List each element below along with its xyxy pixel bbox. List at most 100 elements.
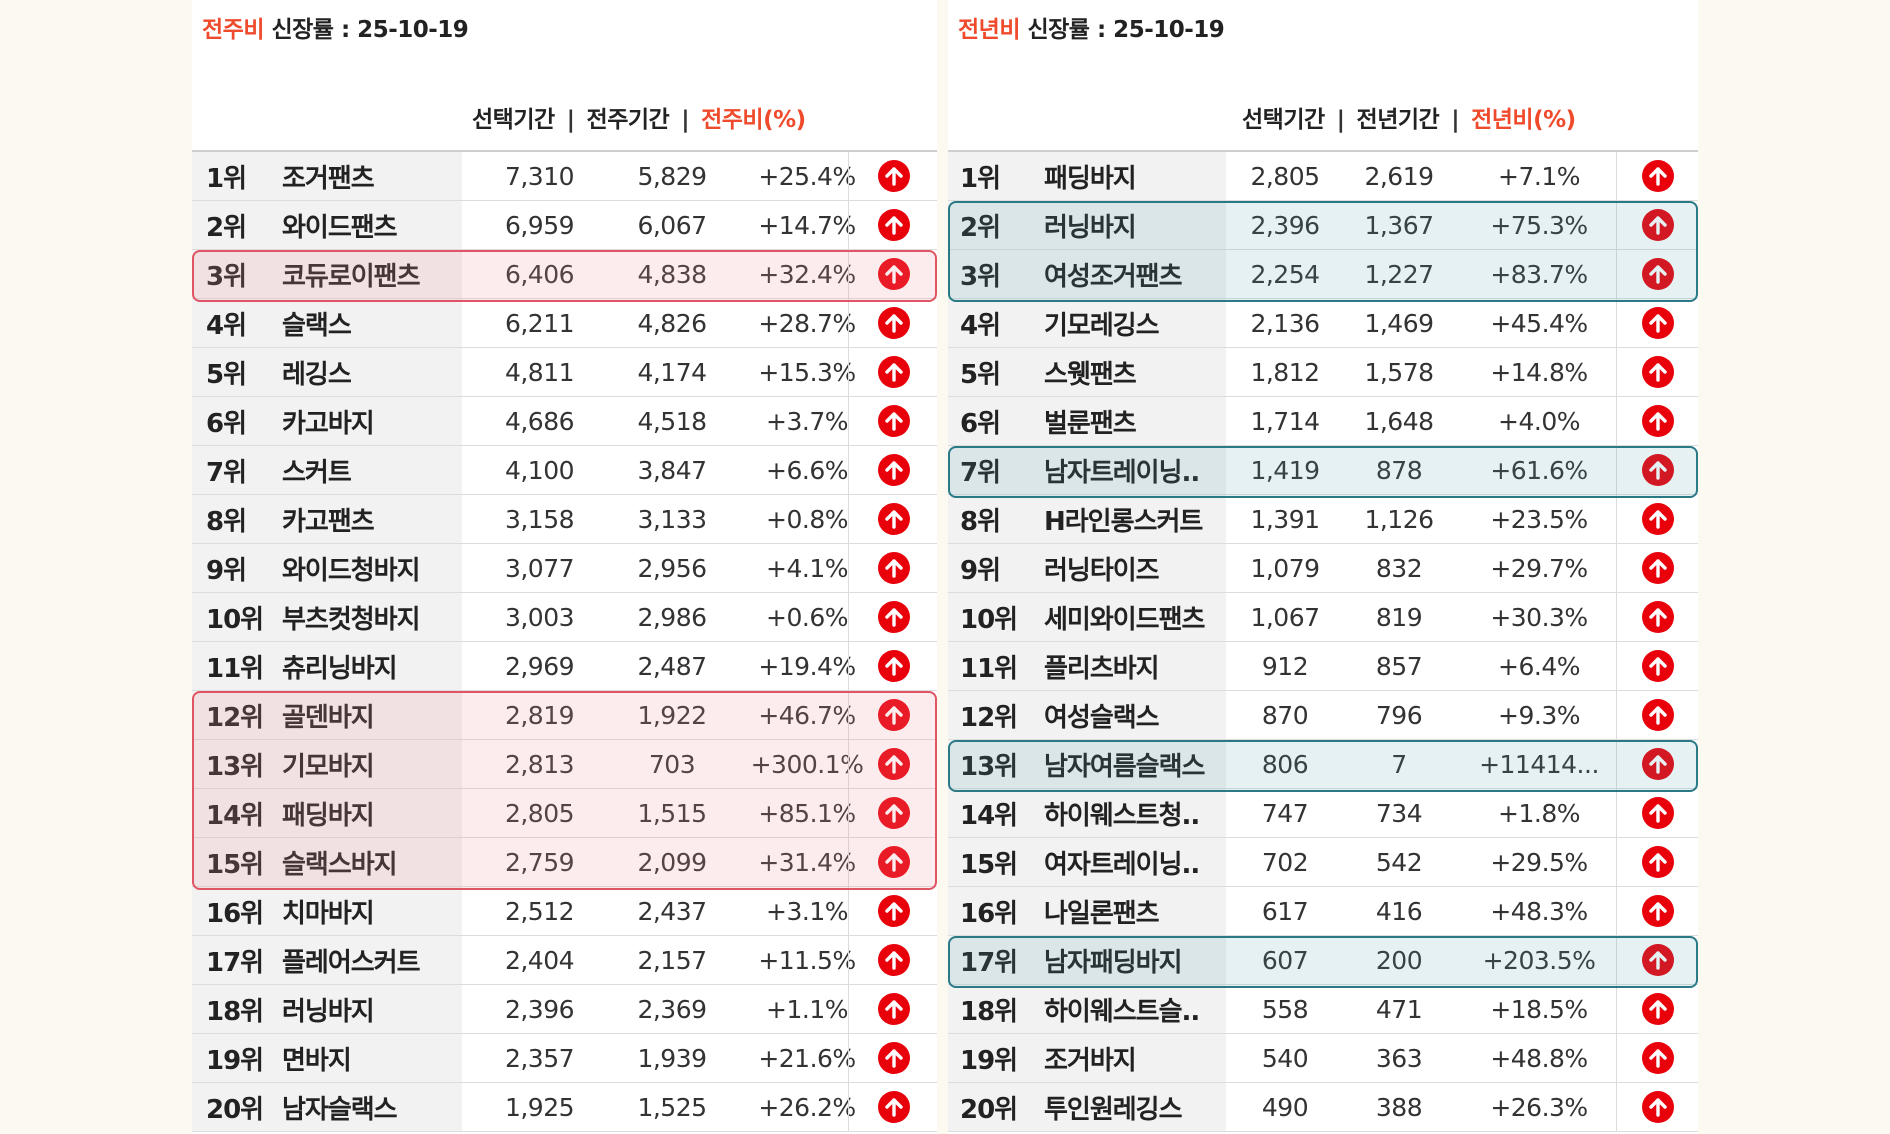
name-cell-bg [192, 544, 462, 592]
selected-period-value: 6,211 [504, 308, 575, 338]
keyword-name[interactable]: 세미와이드팬츠 [1044, 604, 1205, 635]
keyword-name[interactable]: 남자슬랙스 [282, 1094, 398, 1125]
keyword-name[interactable]: 러닝바지 [282, 996, 375, 1027]
compare-period-value: 416 [1375, 896, 1423, 926]
table-row[interactable]: 9위 러닝타이즈 1,079 832 +29.7% [948, 544, 1698, 593]
keyword-name[interactable]: 레깅스 [282, 359, 352, 390]
arrow-up-circle-icon [877, 209, 910, 241]
table-row[interactable]: 6위 카고바지 4,686 4,518 +3.7% [192, 397, 937, 446]
keyword-name[interactable]: 부츠컷청바지 [282, 604, 421, 635]
keyword-name[interactable]: 와이드팬츠 [282, 212, 398, 243]
keyword-name[interactable]: 츄리닝바지 [282, 653, 398, 684]
table-row[interactable]: 16위 나일론팬츠 617 416 +48.3% [948, 887, 1698, 936]
keyword-name[interactable]: 남자여름슬랙스 [1044, 751, 1205, 782]
table-row[interactable]: 13위 기모바지 2,813 703 +300.1% [192, 740, 937, 789]
name-cell-bg [192, 152, 462, 200]
keyword-name[interactable]: 러닝타이즈 [1044, 555, 1160, 586]
table-row[interactable]: 16위 치마바지 2,512 2,437 +3.1% [192, 887, 937, 936]
table-row[interactable]: 20위 남자슬랙스 1,925 1,525 +26.2% [192, 1083, 937, 1132]
table-row[interactable]: 9위 와이드청바지 3,077 2,956 +4.1% [192, 544, 937, 593]
growth-percent: +1.1% [766, 994, 848, 1024]
table-row[interactable]: 17위 플레어스커트 2,404 2,157 +11.5% [192, 936, 937, 985]
keyword-name[interactable]: 벌룬팬츠 [1044, 408, 1137, 439]
growth-percent: +28.7% [758, 308, 856, 338]
keyword-name[interactable]: 기모바지 [282, 751, 375, 782]
table-row[interactable]: 7위 남자트레이닝.. 1,419 878 +61.6% [948, 446, 1698, 495]
arrow-up-circle-icon [1642, 601, 1674, 633]
table-row[interactable]: 14위 하이웨스트청.. 747 734 +1.8% [948, 789, 1698, 838]
table-row[interactable]: 12위 여성슬랙스 870 796 +9.3% [948, 691, 1698, 740]
table-row[interactable]: 3위 코듀로이팬츠 6,406 4,838 +32.4% [192, 250, 937, 299]
table-row[interactable]: 15위 여자트레이닝.. 702 542 +29.5% [948, 838, 1698, 887]
table-row[interactable]: 10위 세미와이드팬츠 1,067 819 +30.3% [948, 593, 1698, 642]
keyword-name[interactable]: 치마바지 [282, 898, 375, 929]
table-row[interactable]: 8위 카고팬츠 3,158 3,133 +0.8% [192, 495, 937, 544]
table-row[interactable]: 10위 부츠컷청바지 3,003 2,986 +0.6% [192, 593, 937, 642]
table-row[interactable]: 7위 스커트 4,100 3,847 +6.6% [192, 446, 937, 495]
table-row[interactable]: 2위 러닝바지 2,396 1,367 +75.3% [948, 201, 1698, 250]
table-row[interactable]: 12위 골덴바지 2,819 1,922 +46.7% [192, 691, 937, 740]
table-row[interactable]: 19위 면바지 2,357 1,939 +21.6% [192, 1034, 937, 1083]
table-row[interactable]: 5위 스웻팬츠 1,812 1,578 +14.8% [948, 348, 1698, 397]
keyword-name[interactable]: 플리츠바지 [1044, 653, 1160, 684]
keyword-name[interactable]: 투인원레깅스 [1044, 1094, 1183, 1125]
keyword-name[interactable]: 패딩바지 [1044, 163, 1137, 194]
keyword-name[interactable]: 러닝바지 [1044, 212, 1137, 243]
selected-period-value: 3,077 [504, 553, 575, 583]
table-row[interactable]: 5위 레깅스 4,811 4,174 +15.3% [192, 348, 937, 397]
keyword-name[interactable]: 조거바지 [1044, 1045, 1137, 1076]
keyword-name[interactable]: 골덴바지 [282, 702, 375, 733]
table-row[interactable]: 13위 남자여름슬랙스 806 7 +11414... [948, 740, 1698, 789]
keyword-name[interactable]: 면바지 [282, 1045, 352, 1076]
table-row[interactable]: 4위 기모레깅스 2,136 1,469 +45.4% [948, 299, 1698, 348]
rank-label: 3위 [206, 261, 247, 292]
rank-label: 7위 [960, 457, 1001, 488]
table-row[interactable]: 20위 투인원레깅스 490 388 +26.3% [948, 1083, 1698, 1132]
table-row[interactable]: 19위 조거바지 540 363 +48.8% [948, 1034, 1698, 1083]
table-row[interactable]: 18위 러닝바지 2,396 2,369 +1.1% [192, 985, 937, 1034]
trend-cell [1616, 250, 1699, 298]
compare-period-value: 363 [1375, 1043, 1423, 1073]
table-row[interactable]: 2위 와이드팬츠 6,959 6,067 +14.7% [192, 201, 937, 250]
keyword-name[interactable]: 카고바지 [282, 408, 375, 439]
table-row[interactable]: 17위 남자패딩바지 607 200 +203.5% [948, 936, 1698, 985]
table-row[interactable]: 8위 H라인롱스커트 1,391 1,126 +23.5% [948, 495, 1698, 544]
growth-percent: +7.1% [1498, 161, 1580, 191]
table-row[interactable]: 11위 플리츠바지 912 857 +6.4% [948, 642, 1698, 691]
growth-percent: +25.4% [758, 161, 856, 191]
keyword-name[interactable]: 카고팬츠 [282, 506, 375, 537]
keyword-name[interactable]: 기모레깅스 [1044, 310, 1160, 341]
table-row[interactable]: 3위 여성조거팬츠 2,254 1,227 +83.7% [948, 250, 1698, 299]
table-row[interactable]: 6위 벌룬팬츠 1,714 1,648 +4.0% [948, 397, 1698, 446]
keyword-name[interactable]: 남자트레이닝.. [1044, 457, 1200, 488]
arrow-up-circle-icon [877, 454, 910, 486]
table-row[interactable]: 18위 하이웨스트슬.. 558 471 +18.5% [948, 985, 1698, 1034]
keyword-name[interactable]: 스커트 [282, 457, 352, 488]
keyword-name[interactable]: H라인롱스커트 [1044, 506, 1203, 537]
table-row[interactable]: 1위 조거팬츠 7,310 5,829 +25.4% [192, 152, 937, 201]
keyword-name[interactable]: 슬랙스 [282, 310, 352, 341]
compare-period-value: 2,986 [637, 602, 707, 632]
keyword-name[interactable]: 여성조거팬츠 [1044, 261, 1183, 292]
table-row[interactable]: 1위 패딩바지 2,805 2,619 +7.1% [948, 152, 1698, 201]
table-row[interactable]: 15위 슬랙스바지 2,759 2,099 +31.4% [192, 838, 937, 887]
table-row[interactable]: 14위 패딩바지 2,805 1,515 +85.1% [192, 789, 937, 838]
rank-label: 14위 [206, 800, 264, 831]
keyword-name[interactable]: 스웻팬츠 [1044, 359, 1137, 390]
keyword-name[interactable]: 조거팬츠 [282, 163, 375, 194]
keyword-name[interactable]: 여성슬랙스 [1044, 702, 1160, 733]
keyword-name[interactable]: 와이드청바지 [282, 555, 421, 586]
keyword-name[interactable]: 슬랙스바지 [282, 849, 398, 880]
keyword-name[interactable]: 코듀로이팬츠 [282, 261, 421, 292]
table-row[interactable]: 4위 슬랙스 6,211 4,826 +28.7% [192, 299, 937, 348]
keyword-name[interactable]: 하이웨스트슬.. [1044, 996, 1200, 1027]
keyword-name[interactable]: 플레어스커트 [282, 947, 421, 978]
keyword-name[interactable]: 하이웨스트청.. [1044, 800, 1200, 831]
selected-period-value: 2,357 [504, 1043, 575, 1073]
keyword-name[interactable]: 여자트레이닝.. [1044, 849, 1200, 880]
keyword-name[interactable]: 패딩바지 [282, 800, 375, 831]
keyword-name[interactable]: 남자패딩바지 [1044, 947, 1183, 978]
keyword-name[interactable]: 나일론팬츠 [1044, 898, 1160, 929]
table-row[interactable]: 11위 츄리닝바지 2,969 2,487 +19.4% [192, 642, 937, 691]
name-cell-bg [192, 789, 462, 837]
